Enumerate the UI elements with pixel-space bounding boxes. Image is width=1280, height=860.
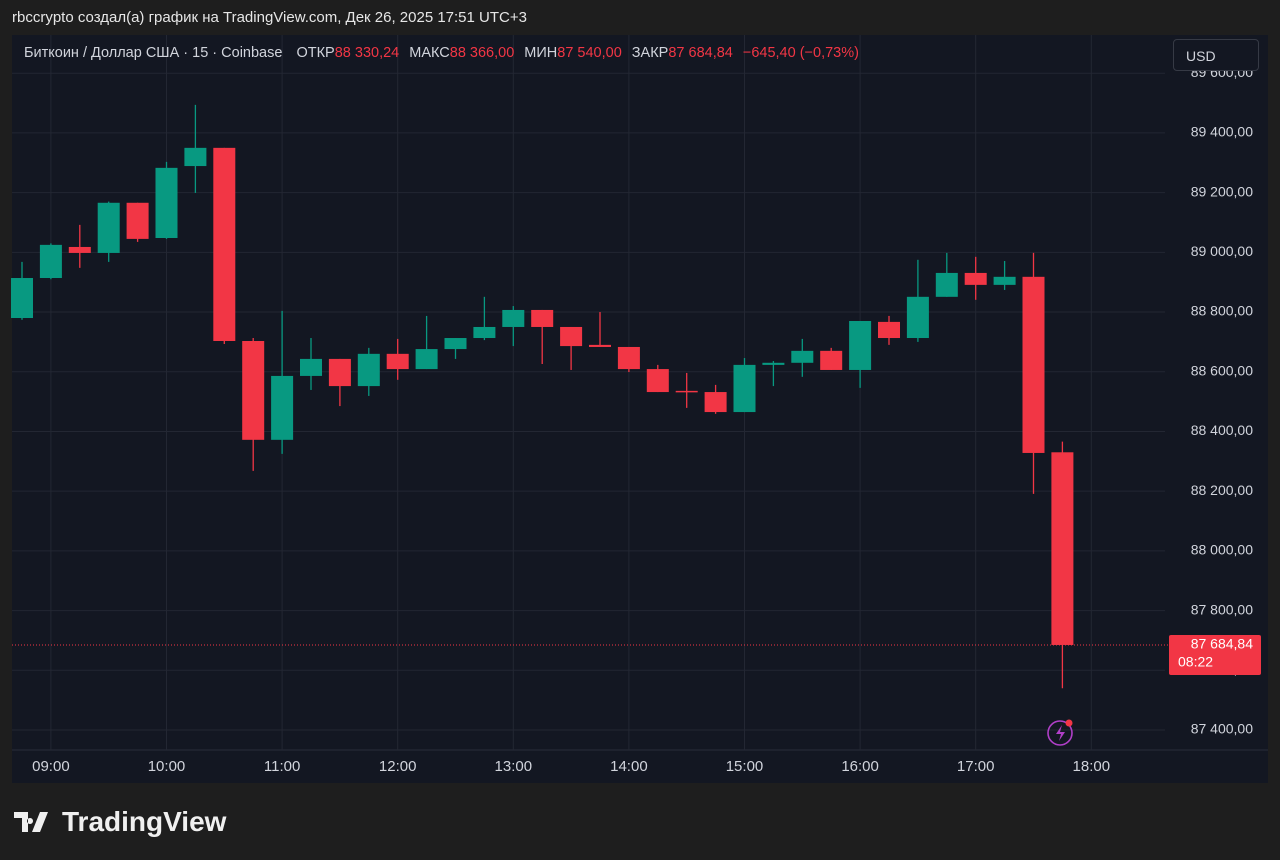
- last-price-tag: [1169, 634, 1261, 675]
- x-tick-label: 11:00: [264, 758, 300, 775]
- candle-body: [300, 358, 322, 376]
- candle-body: [1051, 452, 1074, 645]
- candle-body: [97, 202, 120, 253]
- candle-body: [155, 167, 178, 239]
- candle-body: [762, 362, 785, 365]
- x-tick-label: 13:00: [495, 758, 533, 775]
- currency-button[interactable]: USD: [1173, 39, 1259, 71]
- x-tick-label: 16:00: [841, 758, 879, 775]
- candle-body: [646, 369, 669, 393]
- ohlc-label: МИН: [524, 45, 558, 61]
- x-tick-label: 10:00: [148, 758, 186, 775]
- alert-dot: [1065, 719, 1073, 727]
- y-tick-label: 88 400,00: [1191, 422, 1253, 438]
- last-price-label: 87 684,84: [1191, 636, 1253, 652]
- candle-body: [964, 272, 987, 285]
- y-tick-label: 89 200,00: [1191, 183, 1253, 199]
- candle-body: [39, 244, 62, 279]
- ohlc-value: 88 330,24: [334, 45, 400, 61]
- candle-body: [213, 147, 236, 342]
- candle-body: [935, 272, 958, 297]
- ohlc-value: 87 684,84: [668, 45, 733, 61]
- y-tick-label: 87 400,00: [1191, 721, 1253, 737]
- x-tick-label: 12:00: [379, 758, 417, 775]
- candle-body: [993, 276, 1016, 285]
- candle-body: [589, 344, 611, 347]
- x-tick-label: 09:00: [32, 758, 70, 775]
- candle-body: [68, 246, 91, 253]
- candle-body: [733, 364, 756, 413]
- candle-body: [357, 353, 380, 387]
- y-tick-label: 89 000,00: [1191, 243, 1253, 259]
- candle-body: [906, 296, 929, 339]
- candle-body: [617, 346, 640, 370]
- y-tick-label: 89 400,00: [1191, 124, 1253, 140]
- logo-text: TradingView: [62, 806, 227, 837]
- candle-body: [415, 349, 438, 370]
- y-tick-label: 88 800,00: [1191, 303, 1253, 319]
- candle-body: [791, 350, 814, 363]
- candle-body: [271, 375, 294, 440]
- y-tick-label: 88 200,00: [1191, 482, 1253, 498]
- candle-body: [473, 326, 496, 339]
- ohlc-label: МАКС: [409, 45, 450, 61]
- candle-body: [328, 358, 351, 387]
- alert-bolt: [1056, 725, 1065, 741]
- candle-body: [126, 202, 149, 239]
- candle-body: [242, 341, 265, 440]
- candle-body: [820, 350, 843, 370]
- candle-body: [675, 390, 698, 393]
- x-tick-label: 17:00: [957, 758, 995, 775]
- x-tick-label: 14:00: [610, 758, 648, 775]
- ohlc-label: ОТКР: [296, 45, 335, 61]
- candle-body: [11, 278, 33, 319]
- candle-body: [184, 147, 207, 167]
- y-tick-label: 88 600,00: [1191, 362, 1253, 378]
- ohlc-value: 88 366,00: [449, 45, 515, 61]
- chart-background: [12, 35, 1268, 783]
- y-tick-label: 87 800,00: [1191, 601, 1253, 617]
- logo-icon: [14, 812, 48, 832]
- x-tick-label: 15:00: [726, 758, 764, 775]
- countdown: 08:22: [1178, 654, 1213, 670]
- ohlc-value: 87 540,00: [557, 45, 622, 61]
- legend: Биткоин / Доллар США · 15 · Coinbase ОТК…: [24, 45, 859, 61]
- candle-body: [560, 326, 583, 347]
- y-tick-label: 88 000,00: [1191, 542, 1253, 558]
- symbol: Биткоин / Доллар США · 15 · Coinbase: [24, 45, 283, 61]
- ohlc-label: ЗАКР: [631, 45, 669, 61]
- candle-body: [502, 309, 525, 327]
- candle-body: [704, 392, 727, 413]
- change: −645,40 (−0,73%): [742, 45, 859, 61]
- candle-body: [531, 309, 554, 327]
- candle-body: [849, 321, 872, 370]
- author-line: rbccrypto создал(а) график на TradingVie…: [12, 9, 527, 26]
- candle-body: [386, 353, 409, 370]
- x-tick-label: 18:00: [1073, 758, 1111, 775]
- candle-body: [878, 321, 900, 339]
- candle-body: [1022, 276, 1045, 453]
- logo: TradingView: [14, 806, 226, 838]
- candle-body: [444, 338, 467, 350]
- alert-icon: [1047, 720, 1073, 746]
